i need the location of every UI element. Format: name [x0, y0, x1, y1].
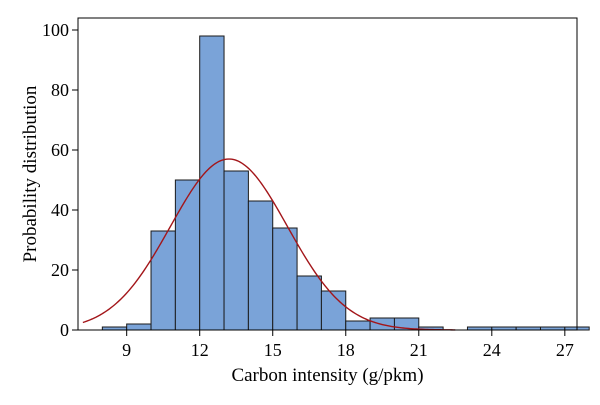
x-tick-label: 18 [337, 340, 355, 360]
histogram-bar [272, 227, 298, 331]
histogram-bars [101, 35, 590, 331]
y-tick-label: 80 [51, 80, 69, 100]
y-tick-label: 20 [51, 260, 69, 280]
x-tick-label: 12 [191, 340, 209, 360]
y-tick-label: 100 [42, 20, 69, 40]
histogram-bar [296, 275, 322, 331]
histogram-bar [320, 290, 347, 331]
histogram-bar [199, 35, 225, 331]
x-tick-label: 24 [483, 340, 501, 360]
histogram-bar [150, 230, 176, 331]
y-axis: 0 20 40 60 80 100 [42, 20, 78, 340]
histogram-bar [223, 170, 249, 331]
x-tick-label: 15 [264, 340, 282, 360]
y-tick-label: 0 [60, 320, 69, 340]
histogram-bar [247, 200, 274, 331]
y-tick-label: 40 [51, 200, 69, 220]
x-axis: 9 12 15 18 21 24 27 [122, 330, 574, 360]
y-tick-label: 60 [51, 140, 69, 160]
x-tick-label: 21 [410, 340, 428, 360]
x-tick-label: 9 [122, 340, 131, 360]
normal-fit-curve [82, 158, 456, 331]
y-axis-title: Probability distribution [20, 85, 41, 262]
x-tick-label: 27 [556, 340, 574, 360]
plot-frame [77, 17, 578, 331]
histogram-bar [345, 320, 371, 331]
histogram-bar [174, 179, 201, 331]
x-axis-title: Carbon intensity (g/pkm) [231, 365, 423, 386]
histogram-bar [126, 323, 152, 331]
